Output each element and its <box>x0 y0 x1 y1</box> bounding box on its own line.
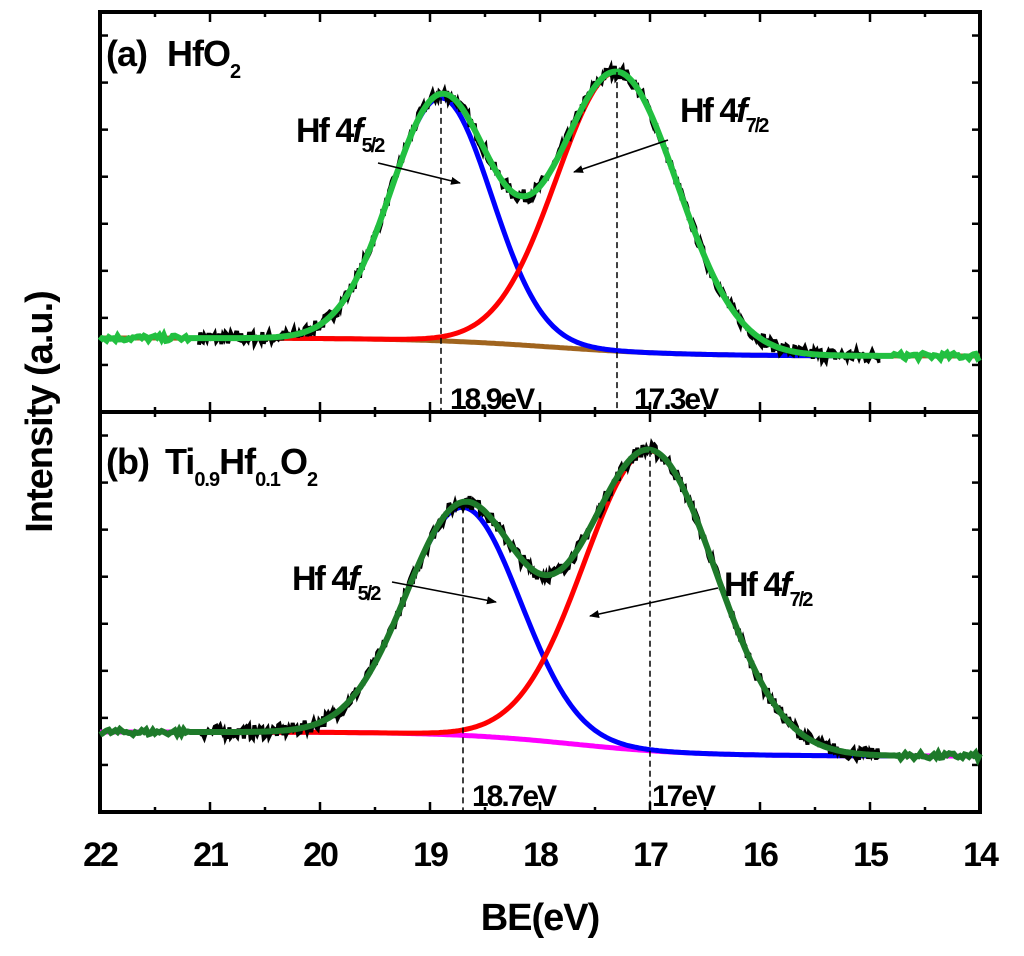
panel-a-peak-label-hf4f52: Hf 4f5/2 <box>296 112 385 157</box>
panel-b-peak-label-hf4f72: Hf 4f7/2 <box>724 566 813 611</box>
panel-b-label: (b) Ti0.9Hf0.1O2 <box>106 441 318 491</box>
x-tick-label: 22 <box>83 836 118 874</box>
y-axis-title: Intensity (a.u.) <box>19 291 61 533</box>
panel-a-arrow-hf4f72 <box>573 139 669 173</box>
panel-b-peak-markers <box>462 450 651 812</box>
x-tick-label: 15 <box>853 836 888 874</box>
x-tick-label: 17 <box>633 836 668 874</box>
panel-a-arrow-hf4f52 <box>377 162 461 185</box>
panel-a-label: (a) HfO2 <box>106 33 241 83</box>
x-tick-label: 18 <box>523 836 558 874</box>
panel-b-arrow-hf4f72 <box>589 587 719 618</box>
x-tick-label: 14 <box>963 836 999 874</box>
envelope-line <box>97 68 982 365</box>
panel-b-ticks <box>98 412 982 812</box>
panel-a-peak-label-hf4f72: Hf 4f7/2 <box>680 92 769 137</box>
panel-b-curves <box>98 438 983 767</box>
panel-a-peak-markers <box>440 72 618 412</box>
x-tick-label: 19 <box>413 836 448 874</box>
x-tick-labels: 22 21 20 19 18 17 16 15 14 <box>83 836 1001 874</box>
x-tick-label: 16 <box>743 836 778 874</box>
x-tick-label: 20 <box>303 836 338 874</box>
panel-b-peak-label-hf4f52: Hf 4f5/2 <box>292 560 381 605</box>
panel-b-value-hf4f52: 18.7eV <box>472 780 557 813</box>
panel-b: (b) Ti0.9Hf0.1O2 Hf 4f5/2 Hf 4f7/2 18.7eV… <box>98 410 983 814</box>
x-tick-label: 21 <box>193 836 228 874</box>
x-axis-title: BE(eV) <box>481 897 600 939</box>
panel-a-curves <box>97 59 982 368</box>
panel-b-value-hf4f72: 17eV <box>652 780 716 813</box>
panel-a: (a) HfO2 Hf 4f5/2 Hf 4f7/2 18.9eV 17.3eV <box>97 10 982 416</box>
raw-data-line <box>197 59 881 368</box>
envelope-line <box>98 446 983 767</box>
panel-b-arrow-hf4f52 <box>391 581 497 605</box>
